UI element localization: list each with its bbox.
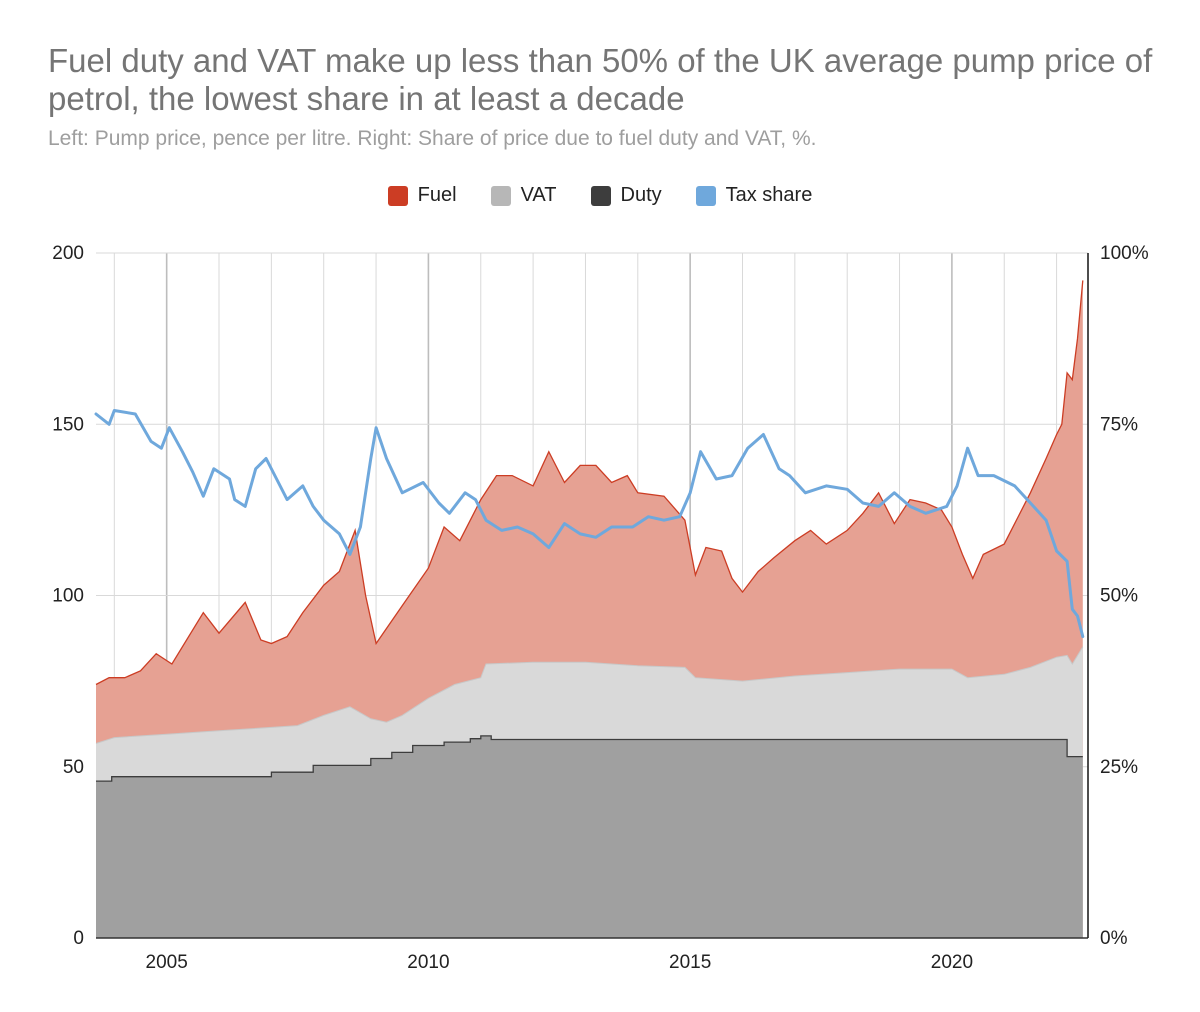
legend-swatch-fuel [387, 185, 408, 206]
legend-item-vat[interactable]: VAT [490, 184, 557, 207]
duty-line [96, 735, 1083, 782]
vat-line [95, 646, 1084, 744]
chart-legend: Fuel VAT Duty Tax share [0, 184, 1200, 207]
duty-area [96, 735, 1083, 938]
y-tick-left: 200 [52, 243, 84, 264]
chart-title: Fuel duty and VAT make up less than 50% … [48, 42, 1153, 117]
legend-label-duty: Duty [620, 184, 662, 206]
x-tick: 2020 [931, 952, 973, 973]
legend-swatch-vat [490, 185, 511, 206]
y-tick-left: 150 [52, 414, 84, 435]
y-tick-right: 0% [1100, 928, 1128, 949]
x-tick: 2005 [146, 952, 188, 973]
legend-item-fuel[interactable]: Fuel [387, 184, 457, 207]
x-tick: 2015 [669, 952, 711, 973]
y-tick-left: 50 [63, 757, 84, 778]
legend-item-duty[interactable]: Duty [590, 184, 662, 207]
legend-label-vat: VAT [520, 184, 557, 206]
y-tick-right: 100% [1100, 243, 1149, 264]
legend-swatch-tax-share [695, 185, 716, 206]
y-tick-right: 25% [1100, 757, 1138, 778]
legend-item-tax-share[interactable]: Tax share [695, 184, 813, 207]
chart-subtitle: Left: Pump price, pence per litre. Right… [48, 127, 817, 150]
legend-label-tax-share: Tax share [725, 184, 813, 206]
tax-share-line [94, 409, 1085, 639]
x-tick: 2010 [407, 952, 449, 973]
legend-label-fuel: Fuel [417, 184, 457, 206]
y-tick-left: 0 [73, 928, 84, 949]
fuel-line [95, 280, 1084, 686]
y-tick-right: 75% [1100, 414, 1138, 435]
legend-swatch-duty [590, 185, 611, 206]
y-tick-right: 50% [1100, 586, 1138, 607]
y-tick-left: 100 [52, 586, 84, 607]
